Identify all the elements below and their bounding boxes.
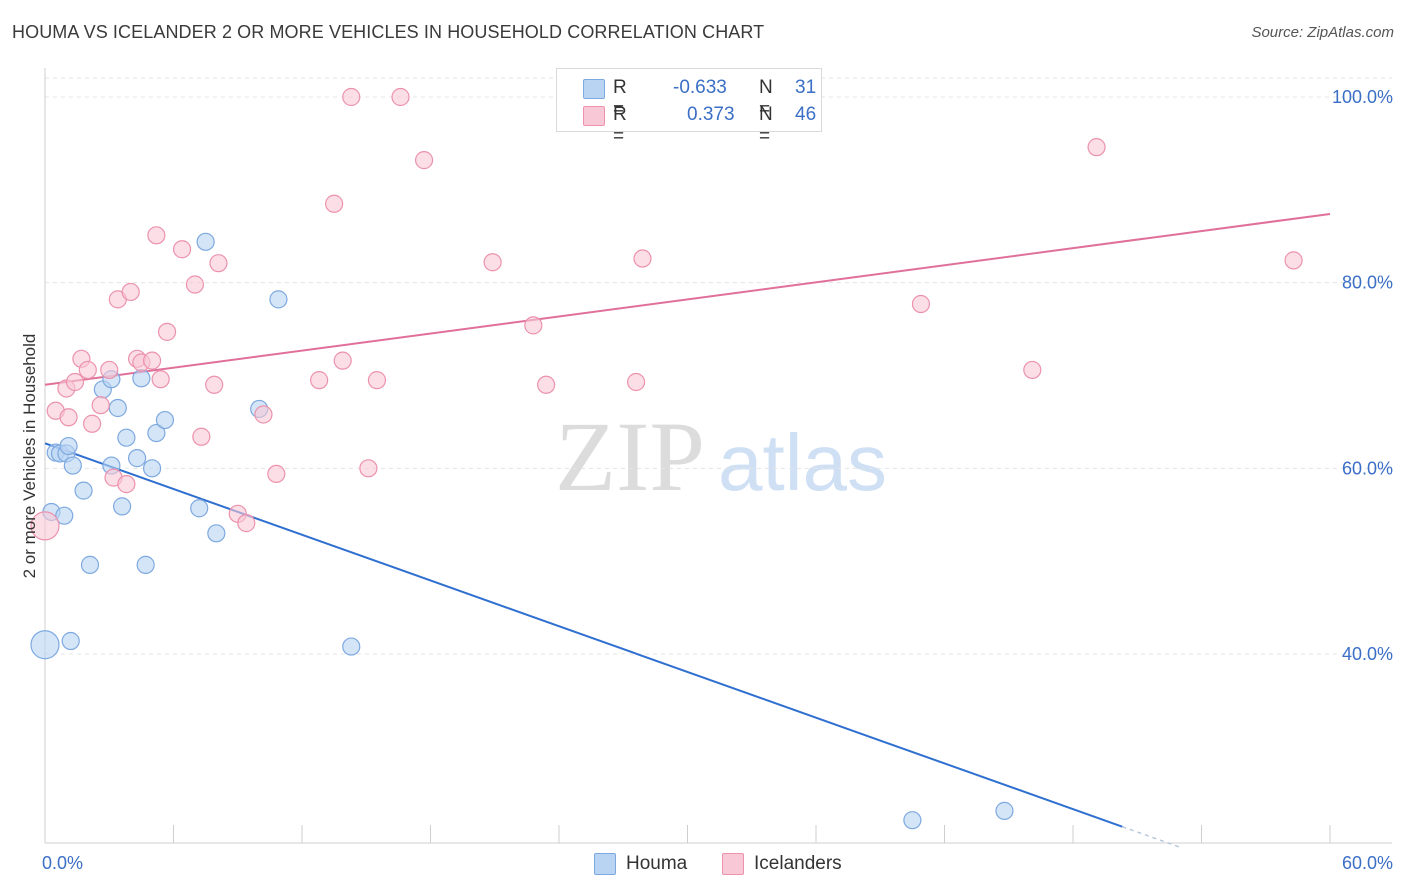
n-label: N = — [759, 77, 773, 120]
point-icelanders — [524, 316, 543, 335]
point-houma — [196, 232, 215, 251]
trend-line-houma — [44, 442, 1123, 828]
y-tick-label: 60.0% — [1342, 458, 1393, 478]
watermark: ZIP atlas — [555, 401, 887, 512]
point-houma — [269, 290, 288, 309]
point-icelanders — [185, 275, 205, 294]
trend-lines — [44, 212, 1331, 848]
point-houma — [342, 637, 361, 656]
houma-legend-label: Houma — [626, 853, 688, 874]
point-icelanders — [59, 408, 78, 427]
point-icelanders — [414, 151, 434, 170]
point-houma — [55, 506, 74, 525]
point-icelanders — [157, 322, 177, 341]
n-label: N = — [759, 104, 773, 147]
chart-title: HOUMA VS ICELANDER 2 OR MORE VEHICLES IN… — [12, 22, 765, 42]
point-icelanders — [310, 371, 329, 390]
r-label: R = — [613, 104, 627, 147]
data-points — [30, 87, 1303, 830]
point-icelanders — [626, 372, 646, 392]
point-houma — [207, 524, 226, 543]
point-houma — [142, 459, 162, 478]
point-icelanders — [254, 405, 273, 424]
point-icelanders — [192, 427, 211, 446]
point-houma — [903, 811, 922, 830]
point-houma — [147, 423, 166, 443]
icelanders-legend-swatch — [722, 853, 744, 875]
point-houma — [127, 449, 147, 468]
point-houma — [59, 436, 78, 456]
point-icelanders — [1087, 138, 1106, 157]
x-tick-label: 60.0% — [1342, 853, 1393, 873]
houma-legend-swatch — [594, 853, 616, 875]
point-houma — [108, 398, 127, 418]
point-houma — [63, 456, 82, 475]
point-icelanders — [342, 87, 361, 107]
point-houma — [155, 410, 175, 430]
point-houma — [112, 497, 132, 516]
point-icelanders — [367, 371, 387, 390]
point-icelanders — [325, 194, 344, 213]
point-houma — [74, 481, 93, 500]
point-icelanders — [83, 414, 102, 433]
y-tick-label: 40.0% — [1342, 644, 1393, 664]
point-icelanders — [142, 351, 162, 370]
point-icelanders — [633, 249, 652, 268]
point-icelanders — [911, 294, 931, 314]
point-icelanders — [237, 514, 256, 533]
point-icelanders — [205, 375, 224, 394]
point-icelanders — [483, 253, 502, 272]
point-icelanders — [172, 240, 192, 259]
point-icelanders — [147, 226, 166, 245]
point-icelanders — [1284, 251, 1303, 270]
point-icelanders — [91, 396, 110, 415]
point-icelanders — [151, 370, 170, 389]
point-houma — [61, 631, 80, 651]
point-icelanders — [537, 375, 556, 394]
point-icelanders — [121, 282, 140, 302]
y-tick-label: 100.0% — [1332, 87, 1393, 107]
n-value: 31 — [795, 77, 817, 98]
point-icelanders — [209, 254, 228, 273]
point-houma — [80, 555, 100, 574]
trend-extension-houma — [1122, 825, 1181, 848]
point-houma — [30, 630, 60, 660]
watermark-zip: ZIP — [555, 401, 705, 512]
source-label: Source: ZipAtlas.com — [1251, 24, 1394, 41]
point-icelanders — [333, 351, 352, 370]
point-icelanders — [359, 459, 378, 478]
point-icelanders — [267, 464, 286, 484]
tick-labels: 100.0% 80.0% 60.0% 40.0% 0.0% 60.0% — [42, 87, 1393, 873]
point-icelanders — [117, 475, 136, 494]
n-value: 46 — [795, 104, 817, 125]
icelanders-swatch — [583, 106, 605, 126]
x-tick-label: 0.0% — [42, 853, 83, 873]
point-icelanders — [391, 87, 410, 107]
r-value: -0.633 — [673, 77, 727, 98]
point-icelanders — [65, 372, 85, 392]
point-icelanders — [100, 360, 119, 380]
houma-swatch — [583, 79, 605, 99]
point-icelanders — [78, 360, 97, 380]
watermark-atlas: atlas — [718, 418, 887, 507]
trend-line-icelanders — [44, 212, 1331, 386]
r-label: R = — [613, 77, 627, 120]
gridlines — [45, 77, 1392, 655]
point-houma — [117, 428, 136, 447]
point-houma — [995, 801, 1014, 820]
point-houma — [190, 499, 209, 518]
icelanders-legend-label: Icelanders — [754, 853, 842, 874]
point-houma — [136, 555, 155, 574]
point-icelanders — [30, 511, 60, 541]
y-axis-label: 2 or more Vehicles in Household — [20, 333, 39, 579]
point-icelanders — [1023, 360, 1042, 380]
point-houma — [132, 369, 151, 388]
stats-legend: R = -0.633 N = 31 R = 0.373 N = 46 — [556, 68, 822, 147]
y-tick-label: 80.0% — [1342, 273, 1393, 293]
r-value: 0.373 — [687, 104, 735, 125]
